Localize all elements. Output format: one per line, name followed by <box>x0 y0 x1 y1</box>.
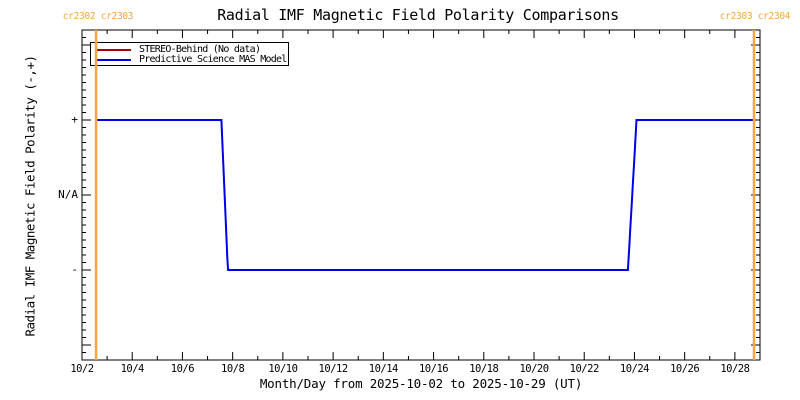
chart-title: Radial IMF Magnetic Field Polarity Compa… <box>217 6 619 24</box>
x-tick-label: 10/4 <box>120 363 145 375</box>
x-tick-label: 10/2 <box>70 363 94 375</box>
x-tick-label: 10/6 <box>170 363 195 375</box>
mas-model-line-swatch <box>97 58 131 61</box>
x-tick-label: 10/16 <box>418 363 449 375</box>
plot-border <box>81 29 761 361</box>
x-tick-label: 10/14 <box>368 363 399 375</box>
x-tick-label: 10/24 <box>619 363 650 375</box>
carrington-rotation-label-left: cr2302 cr2303 <box>62 11 134 22</box>
stereo-behind-line-swatch <box>97 48 131 51</box>
y-tick-label: - <box>71 263 78 276</box>
carrington-rotation-label-right: cr2303 cr2304 <box>719 11 791 22</box>
y-tick-label: N/A <box>58 188 78 201</box>
x-tick-label: 10/20 <box>519 363 549 375</box>
legend: STEREO-Behind (No data) Predictive Scien… <box>90 42 289 66</box>
x-tick-label: 10/26 <box>670 363 700 375</box>
x-tick-label: 10/12 <box>318 363 349 375</box>
legend-label-mas-model: Predictive Science MAS Model <box>139 54 287 65</box>
x-tick-label: 10/22 <box>569 363 600 375</box>
x-tick-label: 10/28 <box>720 363 750 375</box>
y-tick-label: + <box>71 113 78 126</box>
x-tick-label: 10/10 <box>268 363 298 375</box>
legend-item-stereo-behind: STEREO-Behind (No data) <box>97 44 261 55</box>
x-axis-title: Month/Day from 2025-10-02 to 2025-10-29 … <box>259 376 583 391</box>
x-tick-label: 10/18 <box>469 363 499 375</box>
mas-model-polarity-line <box>96 119 754 271</box>
x-tick-label: 10/8 <box>221 363 245 375</box>
legend-item-mas-model: Predictive Science MAS Model <box>97 54 287 65</box>
y-axis-title: Radial IMF Magnetic Field Polarity (-,+) <box>22 55 38 337</box>
